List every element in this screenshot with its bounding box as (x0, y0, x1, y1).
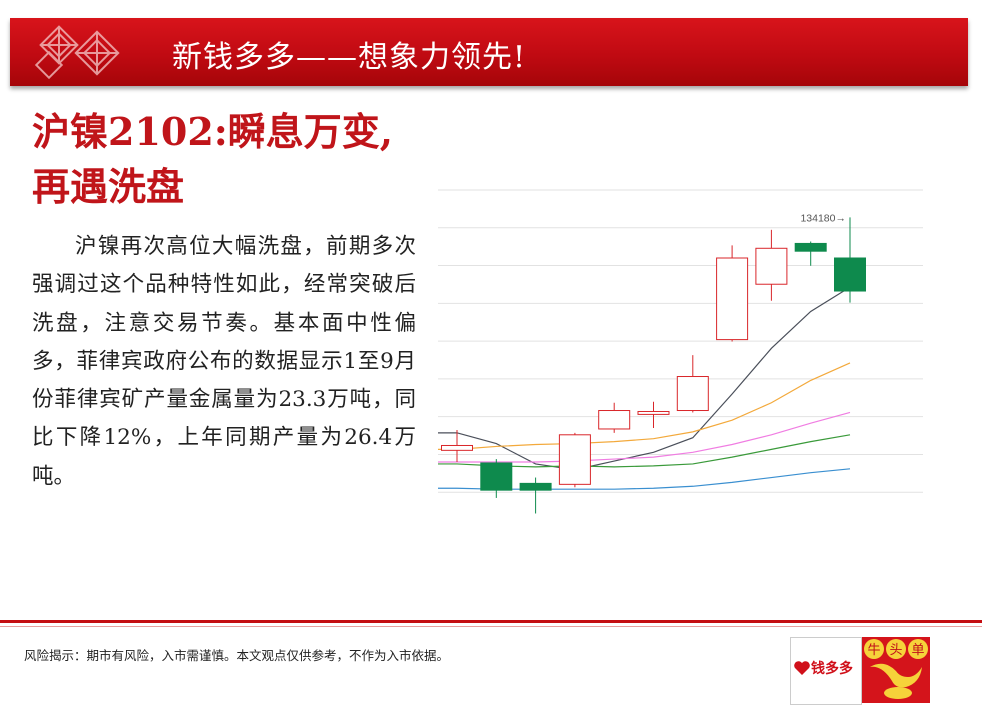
max-price-annotation: 134180→ (800, 212, 846, 224)
candle (755, 229, 788, 301)
headline-line-2: 再遇洗盘 (32, 164, 185, 209)
candle-body (716, 257, 749, 341)
moving-average-lines (438, 286, 851, 490)
logo-text: 钱多多 (811, 661, 853, 677)
footer-divider (0, 620, 982, 623)
knot-pattern-icon (34, 25, 120, 80)
banner-title: 新钱多多——想象力领先! (172, 40, 527, 75)
candle (519, 477, 552, 514)
candle-body (676, 376, 709, 412)
candle-body (598, 410, 631, 430)
candle-body (558, 434, 591, 485)
niutoudan-badge: 牛 头 单 (862, 637, 930, 703)
candle (637, 401, 670, 428)
candles (441, 217, 866, 514)
footer-divider-thin (0, 626, 982, 627)
candle (676, 355, 709, 413)
ma-line-1 (438, 286, 851, 471)
candle (716, 245, 749, 342)
article-body: 沪镍再次高位大幅洗盘，前期多次强调过这个品种特性如此，经常突破后洗盘，注意交易节… (32, 234, 416, 489)
candle-body (834, 257, 866, 292)
candle-body (755, 247, 788, 285)
candle (480, 459, 513, 498)
headline: 沪镍2102:瞬息万变, 再遇洗盘 (32, 104, 393, 214)
qianduoduo-logo: 钱多多 (790, 637, 862, 705)
candle (598, 402, 631, 433)
candle-body (637, 410, 670, 415)
candle-body (519, 482, 552, 491)
candle (794, 241, 827, 266)
heart-icon (794, 661, 810, 675)
risk-disclaimer: 风险揭示：期市有风险，入市需谨慎。本文观点仅供参考，不作为入市依据。 (24, 648, 450, 663)
candle (441, 429, 473, 462)
candle-body (794, 242, 827, 252)
badge-char-1: 牛 (867, 643, 880, 658)
badge-char-3: 单 (911, 643, 924, 658)
candle-body (441, 444, 473, 451)
bull-horns-icon (870, 663, 922, 688)
candle-body (480, 462, 513, 491)
candlestick-chart: 134180→ (438, 189, 923, 514)
badge-char-2: 头 (889, 643, 902, 658)
ma-line-3 (438, 411, 851, 463)
candle (834, 217, 866, 303)
candle (558, 432, 591, 488)
headline-line-1: 沪镍2102:瞬息万变, (32, 109, 394, 154)
ma-line-2 (438, 362, 851, 450)
header-banner: 新钱多多——想象力领先! (10, 18, 968, 86)
